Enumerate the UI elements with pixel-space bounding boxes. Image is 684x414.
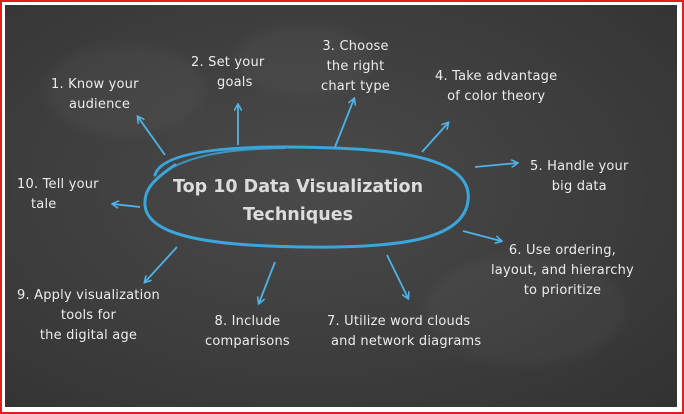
node-line: the digital age [39,328,138,343]
node-line: big data [551,179,607,194]
node-line: chart type [321,79,390,94]
node-line: 5. Handle your [530,159,629,174]
arrow-1 [138,117,166,156]
node-set-goals: 2. Set your goals [191,53,264,93]
arrow-6 [462,230,501,241]
node-ordering-layout: 6. Use ordering, layout, and hierarchy t… [491,241,634,301]
node-line: 10. Tell your [17,177,99,192]
node-line: 7. Utilize word clouds [327,314,471,329]
center-oval [143,145,470,249]
node-tell-tale: 10. Tell your tale [17,175,99,215]
node-color-theory: 4. Take advantage of color theory [435,67,557,107]
node-line: comparisons [205,334,290,349]
center-oval-overlap [172,147,286,168]
node-comparisons: 8. Include comparisons [205,312,290,352]
arrow-8 [259,261,276,303]
node-line: tale [31,197,57,212]
node-choose-chart: 3. Choose the right chart type [321,37,390,97]
node-line: 8. Include [214,314,281,329]
node-line: 4. Take advantage [435,69,558,84]
node-line: goals [217,75,253,90]
central-topic: Top 10 Data Visualization Techniques [163,173,433,229]
node-line: layout, and hierarchy [491,263,634,278]
node-line: 2. Set your [191,55,265,70]
node-visualization-tools: 9. Apply visualization tools for the dig… [17,286,160,346]
node-line: the right [326,59,385,74]
arrow-9 [145,246,178,282]
node-line: of color theory [447,89,546,104]
arrow-3 [334,99,354,148]
arrow-4 [421,123,448,153]
arrow-10 [113,204,141,207]
arrow-7 [386,254,408,298]
node-big-data: 5. Handle your big data [530,157,629,197]
mind-map-graphics [5,5,677,407]
chalkboard: Top 10 Data Visualization Techniques 1. … [5,5,677,407]
node-line: and network diagrams [331,334,482,349]
arrow-5 [474,163,517,168]
node-line: tools for [60,308,117,323]
node-know-audience: 1. Know your audience [51,75,139,115]
node-word-clouds: 7. Utilize word clouds and network diagr… [327,312,481,352]
node-line: 1. Know your [51,77,139,92]
central-topic-line: Top 10 Data Visualization [172,177,424,197]
node-line: 9. Apply visualization [17,288,160,303]
node-line: 3. Choose [322,39,389,54]
node-line: audience [69,97,131,112]
node-line: to prioritize [523,283,602,298]
node-line: 6. Use ordering, [508,243,616,258]
central-topic-line: Techniques [242,205,354,225]
